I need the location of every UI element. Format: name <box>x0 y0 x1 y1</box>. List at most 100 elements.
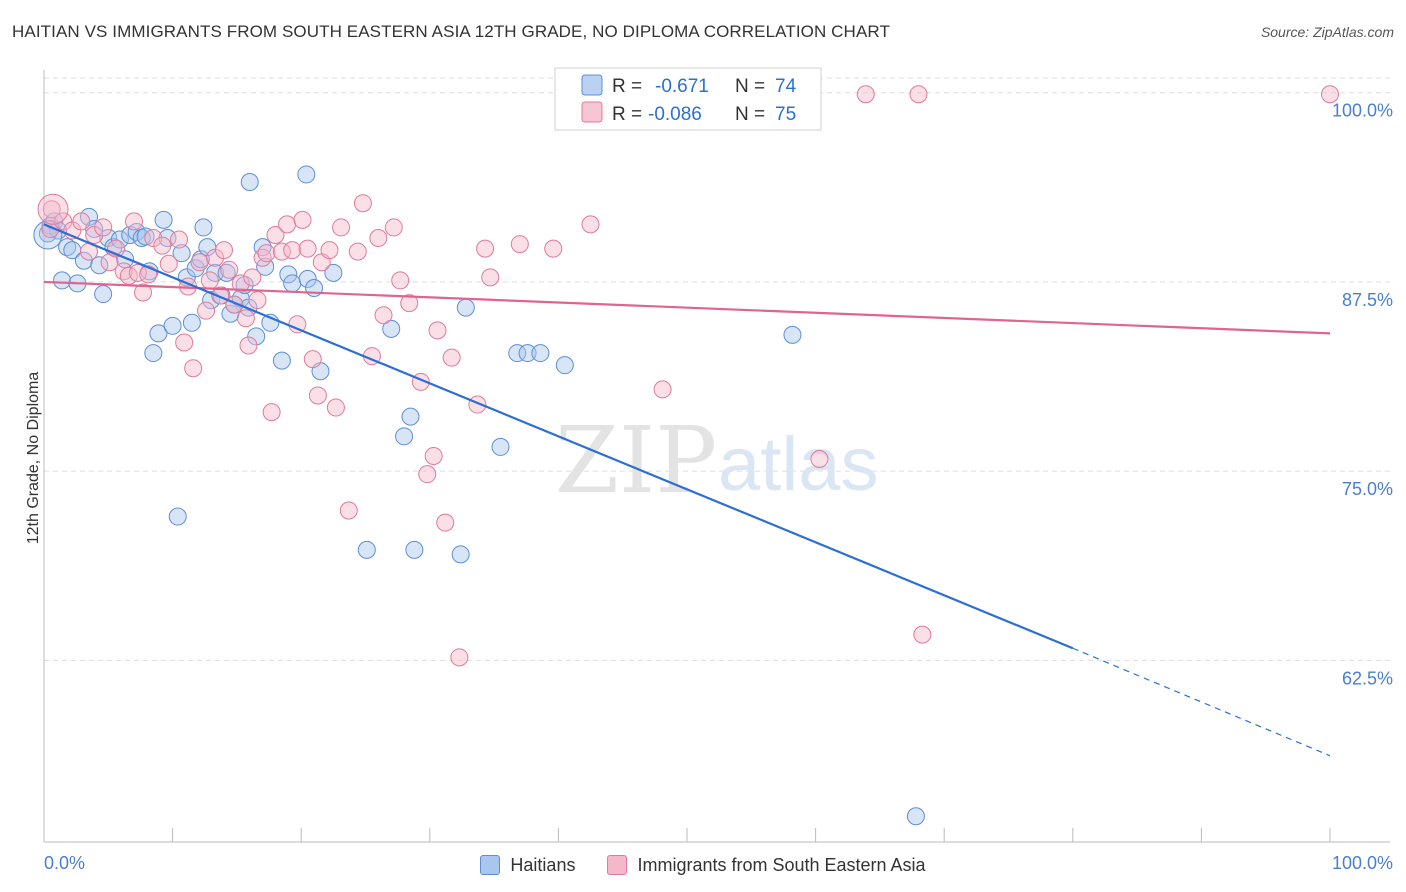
point-immigrants-26 <box>206 248 225 267</box>
point-immigrants-78 <box>909 85 928 104</box>
point-immigrants-2 <box>54 212 73 231</box>
point-immigrants-52 <box>339 501 358 520</box>
y-tick-label-3: 100.0% <box>1332 101 1393 121</box>
trend-line-immigrants <box>43 280 1331 335</box>
legend-label-immigrants: Immigrants from South Eastern Asia <box>637 854 926 875</box>
point-immigrants-44 <box>293 210 312 229</box>
point-immigrants-42 <box>283 241 302 260</box>
point-immigrants-71 <box>510 235 529 254</box>
point-immigrants-76 <box>913 625 932 644</box>
point-immigrants-57 <box>374 306 393 325</box>
series-immigrants-se-asia <box>37 85 1339 667</box>
legend-swatch-immigrants <box>607 855 628 875</box>
legend-r-value-2: -0.086 <box>648 104 702 125</box>
point-haitians-49 <box>279 265 298 284</box>
point-haitians-38 <box>217 263 236 282</box>
point-immigrants-45 <box>298 239 317 258</box>
trend-lines <box>43 223 1331 757</box>
point-immigrants-23 <box>190 253 209 272</box>
point-immigrants-46 <box>303 350 322 369</box>
point-immigrants-39 <box>266 225 285 244</box>
point-haitians-61 <box>405 540 424 559</box>
point-haitians-56 <box>297 165 316 184</box>
point-haitians-22 <box>144 344 163 363</box>
point-immigrants-51 <box>332 218 351 237</box>
axes <box>43 70 1390 843</box>
point-haitians-51 <box>298 269 317 288</box>
point-haitians-58 <box>382 319 401 338</box>
point-haitians-50 <box>283 274 302 293</box>
point-immigrants-34 <box>243 268 262 287</box>
point-haitians-30 <box>182 313 201 332</box>
point-haitians-62 <box>451 545 470 564</box>
point-immigrants-25 <box>200 271 219 290</box>
point-immigrants-4 <box>72 212 91 231</box>
point-haitians-28 <box>172 244 191 263</box>
legend-item-haitians[interactable]: Haitians <box>480 855 575 876</box>
point-haitians-15 <box>110 230 129 249</box>
point-immigrants-60 <box>400 294 419 313</box>
point-immigrants-47 <box>308 386 327 405</box>
point-haitians-13 <box>99 229 118 248</box>
point-haitians-23 <box>149 324 168 343</box>
legend-swatch-pink <box>581 101 603 123</box>
point-immigrants-79 <box>1321 85 1339 104</box>
point-haitians-57 <box>357 540 376 559</box>
legend-r-label-1: R = <box>612 76 642 97</box>
point-immigrants-17 <box>153 236 172 255</box>
point-haitians-48 <box>272 351 291 370</box>
point-immigrants-7 <box>94 218 113 237</box>
legend-swatch-blue <box>581 74 603 96</box>
point-immigrants-80 <box>37 193 69 225</box>
point-immigrants-56 <box>369 229 388 248</box>
y-tick-labels: 62.5% 75.0% 87.5% 100.0% <box>1332 101 1393 689</box>
watermark-zip: ZIP <box>555 407 717 514</box>
trend-line-haitians <box>43 223 1074 650</box>
grid-lines <box>44 77 1390 661</box>
point-haitians-27 <box>168 507 187 526</box>
chart-title: HAITIAN VS IMMIGRANTS FROM SOUTH EASTERN… <box>12 22 890 41</box>
point-immigrants-65 <box>436 513 455 532</box>
point-immigrants-24 <box>197 301 216 320</box>
point-immigrants-16 <box>144 229 163 248</box>
legend-n-value-1: 74 <box>775 76 797 97</box>
point-haitians-54 <box>324 263 343 282</box>
watermark: ZIP atlas <box>555 407 879 514</box>
correlation-legend: R = -0.671 N = 74 R = -0.086 N = 75 <box>554 67 822 131</box>
point-haitians-18 <box>127 222 146 241</box>
point-immigrants-33 <box>239 336 258 355</box>
point-haitians-44 <box>247 327 266 346</box>
point-haitians-70 <box>906 807 925 826</box>
point-immigrants-54 <box>353 194 372 213</box>
point-immigrants-20 <box>175 333 194 352</box>
point-haitians-63 <box>456 298 475 317</box>
point-immigrants-59 <box>391 271 410 290</box>
legend-swatch-haitians <box>480 855 501 875</box>
point-immigrants-77 <box>856 85 875 104</box>
point-haitians-60 <box>401 407 420 426</box>
y-axis-label: 12th Grade, No Diploma <box>25 372 42 545</box>
legend-n-label-1: N = <box>735 76 765 97</box>
point-haitians-20 <box>136 227 155 246</box>
point-immigrants-50 <box>326 398 345 417</box>
point-immigrants-22 <box>184 359 203 378</box>
point-immigrants-12 <box>125 212 144 231</box>
point-haitians-59 <box>395 427 414 446</box>
point-immigrants-70 <box>481 268 500 287</box>
chart-source: Source: ZipAtlas.com <box>1260 24 1394 40</box>
point-haitians-5 <box>58 238 77 257</box>
legend-item-immigrants[interactable]: Immigrants from South Eastern Asia <box>607 854 926 876</box>
point-immigrants-18 <box>159 254 178 273</box>
point-immigrants-41 <box>278 215 297 234</box>
point-haitians-12 <box>94 285 113 304</box>
point-haitians-55 <box>240 173 259 192</box>
x-tick-labels: 0.0% 100.0% <box>44 853 1393 873</box>
point-immigrants-66 <box>442 348 461 367</box>
point-immigrants-53 <box>348 242 367 261</box>
point-haitians-24 <box>154 210 173 229</box>
point-immigrants-1 <box>42 200 61 219</box>
point-haitians-26 <box>163 316 182 335</box>
point-immigrants-29 <box>220 260 239 279</box>
point-immigrants-75 <box>810 450 829 469</box>
